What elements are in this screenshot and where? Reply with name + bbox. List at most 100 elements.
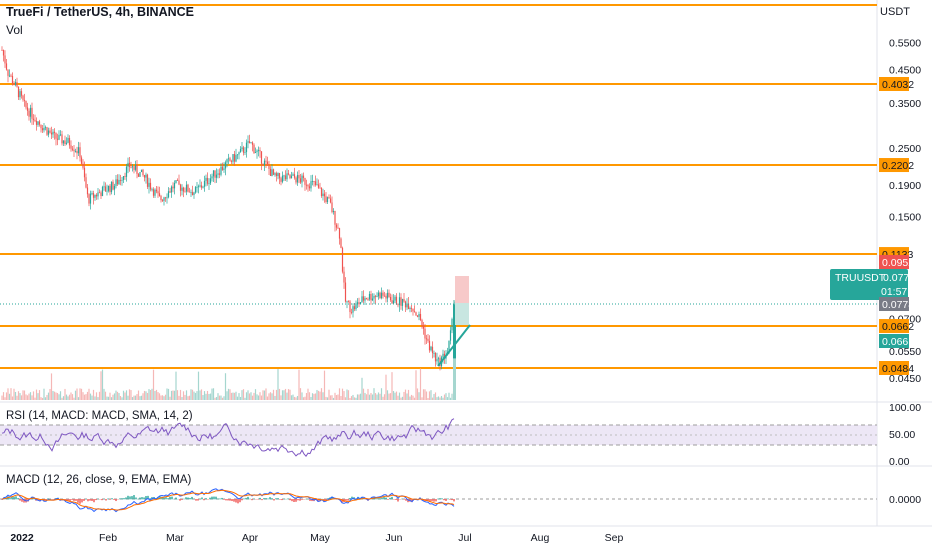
volume-bar xyxy=(38,390,41,400)
volume-bar xyxy=(10,388,12,400)
candle-body xyxy=(217,173,219,175)
macd-histogram-bar xyxy=(81,499,83,503)
volume-bar xyxy=(341,388,344,400)
macd-histogram-bar xyxy=(345,499,347,501)
macd-histogram-bar xyxy=(33,498,35,500)
macd-histogram-bar xyxy=(309,499,311,501)
candle-body xyxy=(427,338,429,341)
volume-bar xyxy=(365,394,368,400)
candle-body xyxy=(221,166,224,170)
volume-bar xyxy=(13,388,15,400)
volume-bar xyxy=(403,391,405,400)
volume-bar xyxy=(418,392,420,400)
candle-body xyxy=(316,184,318,186)
macd-histogram-bar xyxy=(383,497,385,500)
volume-bar xyxy=(64,388,66,400)
macd-histogram-bar xyxy=(131,496,133,500)
candle-body xyxy=(118,179,120,185)
candle-body xyxy=(232,154,234,162)
volume-bar xyxy=(158,393,161,400)
volume-bar xyxy=(34,397,36,400)
volume-bar xyxy=(61,397,63,400)
volume-bar xyxy=(94,396,96,400)
volume-bar xyxy=(343,391,345,400)
candle-body xyxy=(59,134,62,136)
macd-histogram-bar xyxy=(67,499,69,502)
volume-bar xyxy=(319,391,321,400)
symbol-tag-price: 0.0778 xyxy=(883,272,915,284)
candle-body xyxy=(241,147,243,149)
candle-body xyxy=(253,144,255,153)
candle-body xyxy=(334,211,336,225)
volume-bar xyxy=(184,394,186,400)
candle-body xyxy=(176,180,179,181)
candle-body xyxy=(433,352,435,354)
volume-bar xyxy=(302,397,305,400)
candle-body xyxy=(208,183,210,185)
volume-bar xyxy=(398,392,401,400)
volume-bar xyxy=(242,389,245,400)
volume-bar xyxy=(205,393,207,400)
volume-bar xyxy=(187,396,189,400)
volume-bar xyxy=(221,397,224,400)
macd-histogram-bar xyxy=(281,499,283,501)
high-price-tag xyxy=(879,255,909,269)
macd-histogram-bar xyxy=(395,499,397,500)
candle-body xyxy=(5,63,8,70)
volume-bar xyxy=(433,394,435,400)
candle-body xyxy=(361,296,363,303)
trend-line[interactable] xyxy=(437,324,471,367)
volume-bar xyxy=(194,392,197,400)
candle-body xyxy=(233,154,236,162)
position-box-profit[interactable] xyxy=(455,303,469,325)
volume-bar xyxy=(226,391,228,400)
candle-body xyxy=(320,187,323,197)
candle-body xyxy=(31,107,33,119)
candle-body xyxy=(193,192,195,195)
macd-histogram-bar xyxy=(341,499,343,503)
volume-bar xyxy=(269,392,272,400)
volume-bar xyxy=(208,393,210,400)
macd-histogram-bar xyxy=(93,499,95,503)
macd-histogram-bar xyxy=(105,499,107,501)
macd-histogram-bar xyxy=(375,498,377,500)
candle-body xyxy=(119,179,122,181)
candle-body xyxy=(410,307,413,309)
macd-tick-zero: 0.0000 xyxy=(889,494,921,506)
macd-histogram-bar xyxy=(389,497,391,500)
price-axis-currency[interactable]: USDT xyxy=(880,6,910,18)
macd-histogram-bar xyxy=(427,499,429,501)
time-tick-6: Jul xyxy=(458,532,471,544)
candle-body xyxy=(307,185,309,187)
volume-bar xyxy=(245,392,248,400)
volume-bar xyxy=(284,388,287,400)
chart-title: TrueFi / TetherUS, 4h, BINANCE xyxy=(6,5,194,19)
macd-histogram-bar xyxy=(347,499,349,501)
volume-bar xyxy=(419,368,422,400)
position-box-loss[interactable] xyxy=(455,276,469,303)
candle-body xyxy=(337,227,339,229)
macd-histogram-bar xyxy=(215,496,217,500)
volume-bar xyxy=(217,393,219,400)
volume-bar xyxy=(148,389,150,400)
macd-histogram-bar xyxy=(217,498,219,500)
macd-histogram-bar xyxy=(109,499,111,500)
candle-body xyxy=(295,177,297,183)
candle-body xyxy=(356,302,359,304)
candle-body xyxy=(239,148,242,153)
volume-bar xyxy=(278,388,281,400)
volume-bar xyxy=(110,397,113,400)
candle-body xyxy=(251,142,254,145)
candle-body xyxy=(278,173,281,179)
volume-bar xyxy=(434,392,437,400)
candle-body xyxy=(284,175,287,180)
candle-body xyxy=(89,193,92,204)
candle-body xyxy=(409,307,411,309)
macd-histogram-bar xyxy=(299,499,301,501)
price-tick-5: 0.1500 xyxy=(889,211,921,223)
volume-bar xyxy=(340,395,342,400)
volume-bar xyxy=(395,391,398,400)
candle-body xyxy=(362,296,365,301)
volume-bar xyxy=(46,394,48,400)
